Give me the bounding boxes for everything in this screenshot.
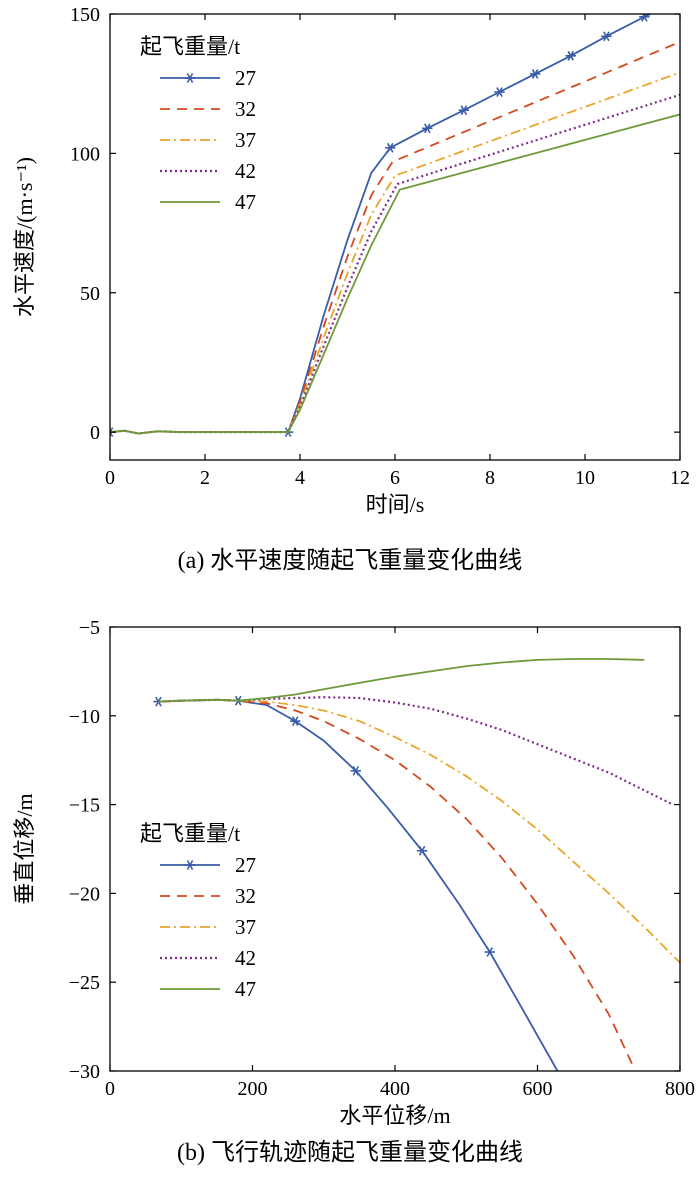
legend: 起飞重量/t 27 32 37 42 47 xyxy=(140,821,256,1001)
legend-marker-27 xyxy=(184,73,196,83)
series-marker-27 xyxy=(385,142,396,153)
y-tick-label: −15 xyxy=(69,795,100,817)
series-marker-27 xyxy=(290,716,301,727)
y-tick-label: 100 xyxy=(70,143,100,165)
legend-label-47: 47 xyxy=(235,190,256,214)
legend-marker-27 xyxy=(184,860,196,870)
y-axis-label: 垂直位移/m xyxy=(12,793,37,904)
series-line-27 xyxy=(158,698,559,1071)
legend-label-27: 27 xyxy=(235,853,256,877)
series-line-32 xyxy=(158,698,635,1068)
series-marker-27 xyxy=(565,50,576,61)
y-tick-label: −25 xyxy=(69,972,100,994)
y-tick-label: −20 xyxy=(69,883,100,905)
series-line-47 xyxy=(110,113,680,435)
series-marker-27 xyxy=(484,947,495,957)
series-line-47 xyxy=(158,658,645,703)
x-tick-label: 10 xyxy=(575,467,595,489)
y-tick-label: −30 xyxy=(69,1061,100,1083)
series-line-37 xyxy=(110,71,680,435)
legend: 起飞重量/t 27 32 37 42 47 xyxy=(140,34,256,214)
x-tick-label: 200 xyxy=(238,1078,268,1100)
x-tick-label: 0 xyxy=(105,467,115,489)
series-marker-27 xyxy=(422,123,433,134)
legend-label-32: 32 xyxy=(235,884,256,908)
series-line-32 xyxy=(110,41,680,435)
x-tick-label: 8 xyxy=(485,467,495,489)
x-tick-label: 600 xyxy=(523,1078,553,1100)
legend-label-32: 32 xyxy=(235,97,256,121)
series-marker-27 xyxy=(639,14,650,22)
series-marker-27 xyxy=(529,69,541,79)
legend-label-27: 27 xyxy=(235,66,256,90)
axes-frame xyxy=(109,13,681,461)
y-tick-label: −10 xyxy=(69,706,100,728)
legend-title: 起飞重量/t xyxy=(140,34,240,59)
series-line-42 xyxy=(158,696,674,806)
x-axis-label: 时间/s xyxy=(366,492,425,517)
legend-label-42: 42 xyxy=(235,946,256,970)
series-marker-27 xyxy=(458,105,470,116)
x-tick-label: 2 xyxy=(200,467,210,489)
legend-label-37: 37 xyxy=(235,128,256,152)
plot-area xyxy=(153,658,680,1071)
y-tick-label: 50 xyxy=(80,283,100,305)
legend-label-42: 42 xyxy=(235,159,256,183)
x-tick-label: 4 xyxy=(295,467,305,489)
caption-b: (b) 飞行轨迹随起飞重量变化曲线 xyxy=(177,1140,523,1166)
y-tick-label: 150 xyxy=(70,4,100,26)
chart-1: 0 200 400 600 800 −5 −10 −15 −20 −25 −30 水平位移/m 垂直位移… xyxy=(12,617,695,1128)
series-marker-27 xyxy=(416,845,428,856)
y-axis-label: 水平速度/(m·s⁻¹) xyxy=(12,157,37,317)
y-tick-label: 0 xyxy=(90,422,100,444)
series-marker-27 xyxy=(601,31,612,42)
axes-frame xyxy=(109,626,681,1072)
x-tick-label: 400 xyxy=(380,1078,410,1100)
x-axis-label: 水平位移/m xyxy=(339,1103,450,1128)
x-tick-label: 6 xyxy=(390,467,400,489)
series-marker-27 xyxy=(494,87,505,97)
plot-area xyxy=(110,14,680,438)
chart-0: 0 2 4 6 8 10 12 0 50 100 150 时间/s 水平速度/(m·s⁻¹) 起飞重量/t… xyxy=(12,4,690,517)
y-tick-label: −5 xyxy=(79,617,100,639)
caption-a: (a) 水平速度随起飞重量变化曲线 xyxy=(177,548,523,574)
x-tick-label: 0 xyxy=(105,1078,115,1100)
legend-label-37: 37 xyxy=(235,915,256,939)
x-tick-label: 800 xyxy=(665,1078,695,1100)
legend-label-47: 47 xyxy=(235,977,256,1001)
series-marker-27 xyxy=(350,765,362,776)
x-tick-label: 12 xyxy=(670,467,690,489)
series-line-37 xyxy=(158,698,680,964)
legend-title: 起飞重量/t xyxy=(140,821,240,846)
